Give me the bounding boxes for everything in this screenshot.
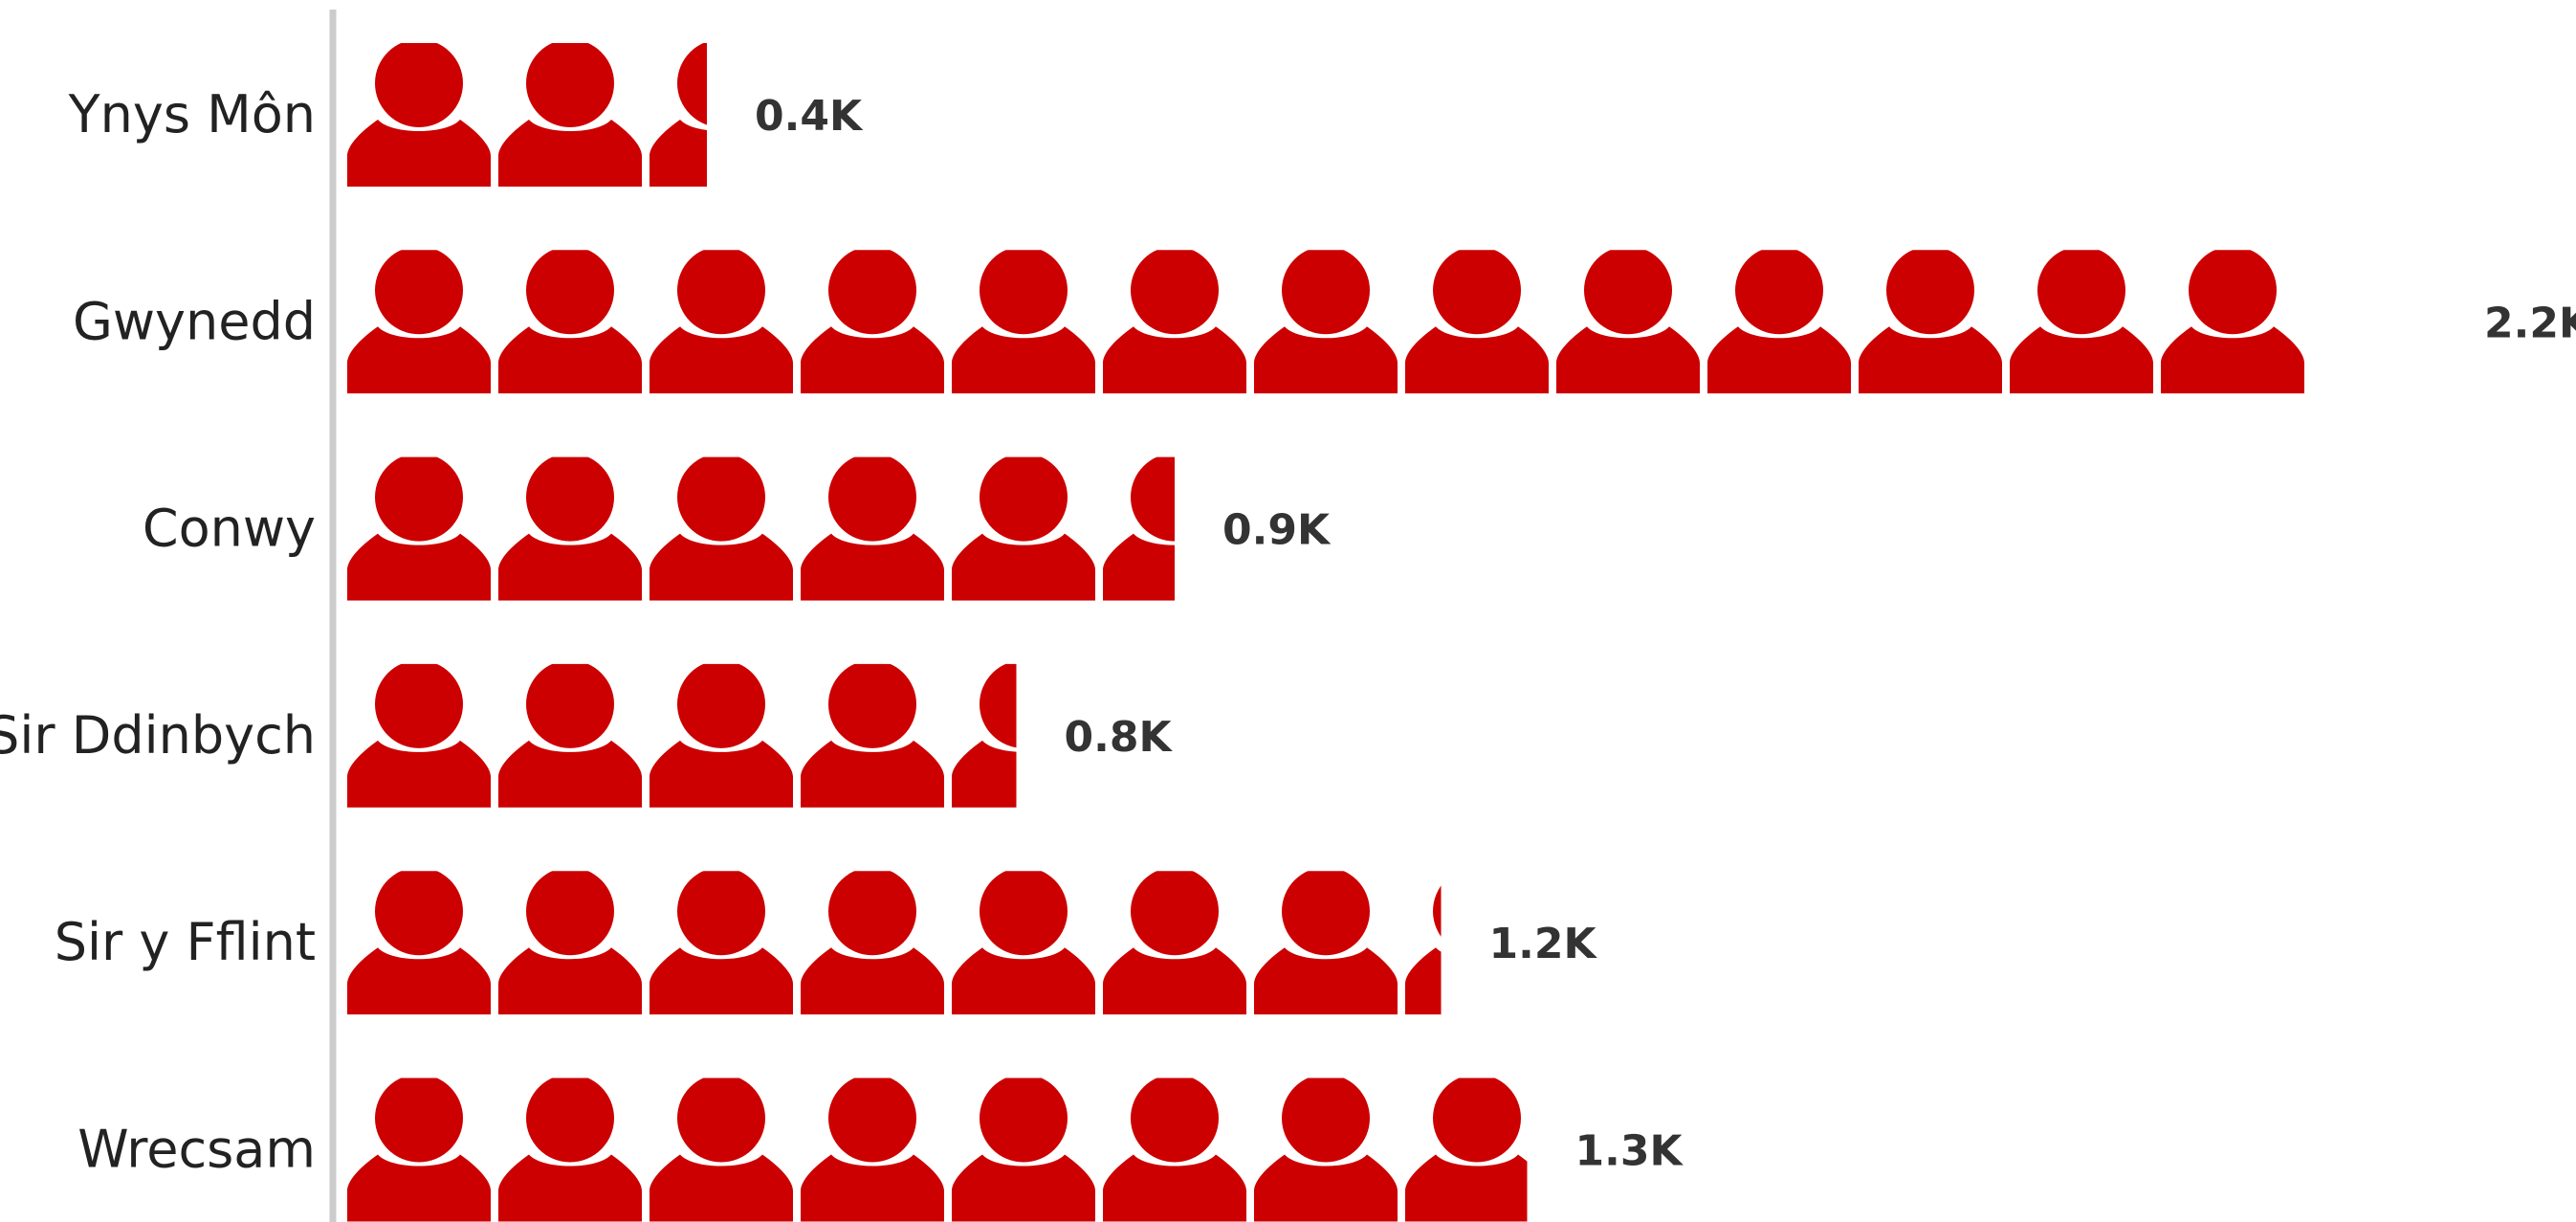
person-icon [2010,250,2153,394]
person-icon [347,43,491,187]
person-icon [1254,1078,1398,1222]
data-label: 1.2K [1489,920,1598,968]
person-icon [498,43,642,187]
person-icon [347,456,491,601]
data-label: 1.3K [1575,1127,1684,1176]
person-icon [1103,250,1246,394]
person-icon [1254,871,1398,1015]
person-icon [347,871,491,1015]
category-label: Sir Ddinbych [0,705,316,766]
person-icon [347,663,491,808]
person-icon [1405,1078,1528,1222]
person-icon [498,456,642,601]
bar-mark [347,250,2304,394]
data-label: 2.2K [2484,299,2576,347]
person-icon [1103,1078,1246,1222]
bar-row: Conwy 0.9K [143,456,1332,601]
person-icon [952,456,1095,601]
bar-mark [347,871,1442,1015]
bar-mark [347,663,1017,808]
person-icon [498,663,642,808]
category-label: Wrecsam [77,1120,316,1180]
data-label: 0.8K [1065,713,1174,762]
person-icon [2161,250,2304,394]
person-icon [1707,250,1851,394]
category-label: Gwynedd [73,291,316,351]
person-icon [650,250,793,394]
person-icon [1859,250,2002,394]
person-icon [801,456,944,601]
person-icon [801,1078,944,1222]
person-icon [801,871,944,1015]
person-icon [952,871,1095,1015]
data-label: 0.9K [1222,506,1332,555]
person-icon [650,663,793,808]
person-icon [1405,250,1549,394]
person-icon [801,250,944,394]
person-icon [498,250,642,394]
person-icon [1103,871,1246,1015]
person-icon [952,1078,1095,1222]
category-label: Sir y Fflint [55,912,316,972]
bar-mark [347,456,1175,601]
bar-row: Sir Ddinbych 0.8K [0,663,1174,808]
data-label: 0.4K [755,92,864,141]
person-icon [498,1078,642,1222]
bar-row: Sir y Fflint 1.2K [55,871,1598,1015]
bar-mark [347,43,707,187]
person-icon [650,871,793,1015]
person-icon [650,1078,793,1222]
person-icon [347,1078,491,1222]
category-label: Conwy [143,499,316,559]
category-label: Ynys Môn [68,84,316,144]
person-icon [347,250,491,394]
person-icon [1254,250,1398,394]
person-icon [801,663,944,808]
person-icon [952,250,1095,394]
person-icon [1556,250,1700,394]
bar-mark [347,1078,1528,1222]
person-icon [650,456,793,601]
bar-row: Gwynedd 2.2K [73,250,2576,394]
person-icon [498,871,642,1015]
bar-row: Ynys Môn 0.4K [68,43,864,187]
bar-row: Wrecsam 1.3K [77,1078,1684,1222]
